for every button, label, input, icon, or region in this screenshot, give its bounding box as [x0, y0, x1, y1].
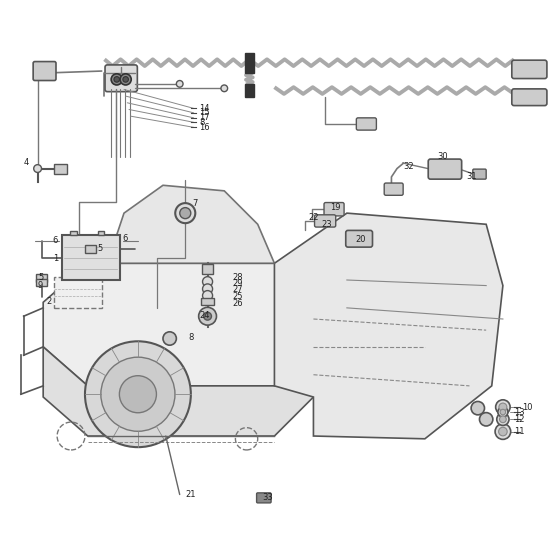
Bar	[70, 231, 77, 235]
FancyBboxPatch shape	[384, 183, 403, 195]
Bar	[245, 53, 254, 73]
Circle shape	[471, 402, 484, 415]
FancyBboxPatch shape	[105, 65, 137, 92]
Circle shape	[180, 208, 191, 218]
FancyBboxPatch shape	[428, 159, 461, 179]
FancyBboxPatch shape	[256, 493, 271, 503]
FancyBboxPatch shape	[324, 203, 344, 216]
Text: 31: 31	[466, 172, 477, 181]
Bar	[36, 274, 47, 282]
Text: 16: 16	[199, 123, 210, 132]
Polygon shape	[43, 263, 314, 386]
Text: 5: 5	[97, 244, 102, 253]
Circle shape	[176, 81, 183, 87]
FancyBboxPatch shape	[315, 215, 336, 227]
Circle shape	[495, 424, 511, 440]
Polygon shape	[43, 347, 314, 436]
Polygon shape	[108, 185, 274, 263]
Text: 9: 9	[38, 281, 43, 290]
Circle shape	[203, 284, 213, 294]
Circle shape	[498, 427, 507, 436]
FancyBboxPatch shape	[512, 60, 547, 78]
Text: 2: 2	[46, 297, 52, 306]
Text: 27: 27	[232, 285, 243, 294]
Circle shape	[204, 312, 212, 320]
Circle shape	[203, 277, 213, 287]
Text: 26: 26	[232, 299, 243, 308]
Bar	[54, 164, 67, 174]
Text: 8: 8	[199, 118, 204, 127]
Circle shape	[497, 413, 509, 426]
Text: 12: 12	[514, 415, 525, 424]
Bar	[54, 277, 102, 308]
Circle shape	[101, 357, 175, 431]
Text: 17: 17	[199, 113, 210, 122]
Bar	[201, 298, 214, 305]
Bar	[62, 235, 120, 280]
Bar	[85, 245, 96, 253]
Text: 7: 7	[192, 199, 197, 208]
Polygon shape	[274, 213, 503, 439]
Text: 10: 10	[522, 403, 533, 412]
Text: 22: 22	[309, 213, 319, 222]
Text: 33: 33	[262, 493, 273, 502]
Text: 15: 15	[199, 108, 209, 118]
Circle shape	[221, 85, 227, 92]
Circle shape	[499, 403, 507, 411]
Text: 21: 21	[185, 490, 196, 499]
Text: 6: 6	[53, 236, 58, 245]
Circle shape	[498, 407, 508, 417]
Text: 13: 13	[514, 408, 525, 417]
Text: 14: 14	[199, 104, 209, 113]
Circle shape	[496, 400, 510, 414]
Circle shape	[123, 77, 128, 82]
Text: 4: 4	[24, 158, 29, 167]
Circle shape	[500, 416, 506, 423]
Text: 23: 23	[322, 220, 333, 229]
FancyBboxPatch shape	[33, 62, 56, 81]
Circle shape	[199, 307, 217, 325]
Text: 25: 25	[232, 292, 243, 301]
Bar	[36, 279, 47, 286]
Circle shape	[500, 409, 506, 415]
Text: 20: 20	[355, 235, 366, 244]
Text: 19: 19	[330, 203, 340, 212]
FancyBboxPatch shape	[512, 89, 547, 106]
Bar	[245, 85, 254, 97]
Circle shape	[34, 165, 41, 172]
Text: 1: 1	[54, 254, 59, 263]
Text: 24: 24	[199, 311, 209, 320]
Circle shape	[120, 74, 131, 85]
Text: 32: 32	[404, 162, 414, 171]
Bar	[98, 231, 105, 235]
FancyBboxPatch shape	[356, 118, 376, 130]
Circle shape	[85, 341, 191, 447]
Circle shape	[163, 332, 176, 345]
Text: 8: 8	[188, 333, 193, 342]
Circle shape	[479, 413, 493, 426]
Bar	[202, 264, 213, 274]
Text: 11: 11	[514, 427, 525, 436]
Text: 29: 29	[232, 279, 243, 288]
Text: 6: 6	[123, 234, 128, 242]
Text: 28: 28	[232, 273, 243, 282]
Text: 30: 30	[437, 152, 448, 161]
FancyBboxPatch shape	[473, 169, 486, 179]
Circle shape	[114, 77, 119, 82]
FancyBboxPatch shape	[346, 230, 372, 247]
Circle shape	[111, 74, 122, 85]
Text: 5: 5	[38, 273, 43, 282]
Circle shape	[119, 376, 156, 413]
Circle shape	[203, 291, 213, 301]
Circle shape	[175, 203, 195, 223]
